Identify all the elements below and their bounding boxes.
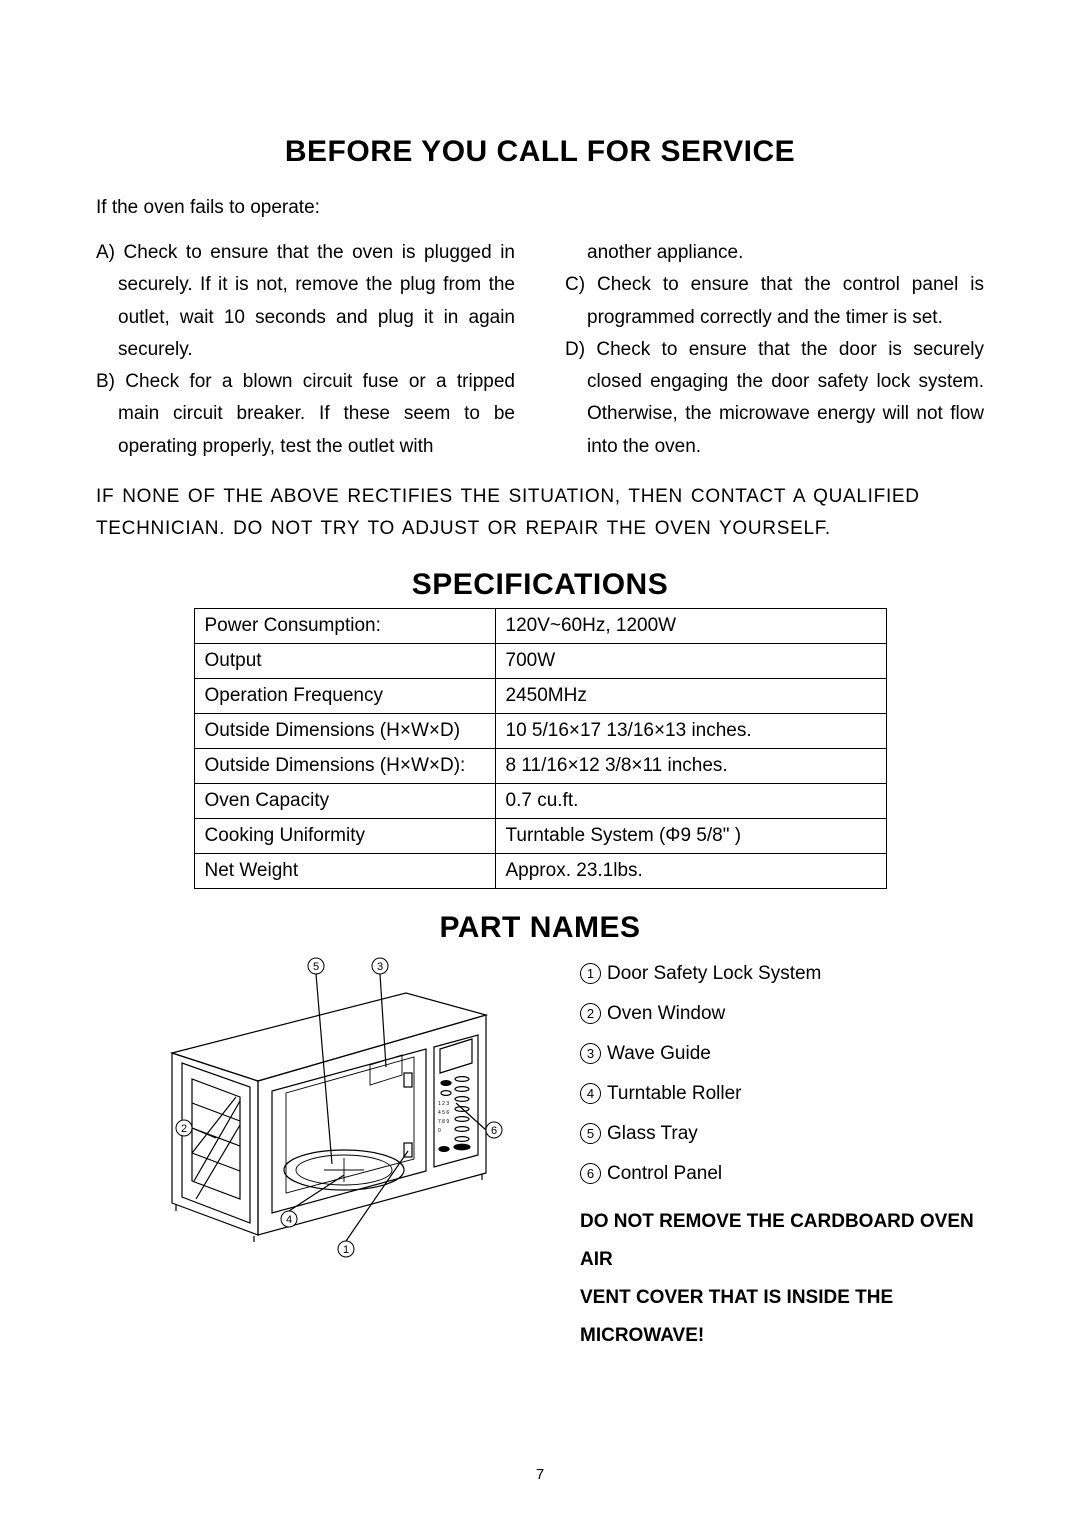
svg-text:4 5 6: 4 5 6 [438, 1110, 449, 1116]
part-label: Wave Guide [607, 1043, 711, 1064]
spec-table: Power Consumption:120V~60Hz, 1200W Outpu… [194, 608, 887, 889]
part-number-icon: 1 [580, 963, 601, 984]
item-a: A) Check to ensure that the oven is plug… [96, 237, 515, 366]
svg-text:1 2 3: 1 2 3 [438, 1101, 449, 1107]
list-item: 3 Wave Guide [580, 1043, 984, 1065]
list-item: 6 Control Panel [580, 1163, 984, 1185]
table-row: Cooking UniformityTurntable System (Φ9 5… [194, 818, 886, 853]
spec-value: 8 11/16×12 3/8×11 inches. [495, 748, 886, 783]
section1-warning: IF NONE OF THE ABOVE RECTIFIES THE SITUA… [96, 481, 984, 546]
svg-text:3: 3 [377, 961, 383, 973]
svg-text:6: 6 [491, 1125, 497, 1137]
list-item: 1 Door Safety Lock System [580, 963, 984, 985]
spec-value: 2450MHz [495, 678, 886, 713]
part-label: Oven Window [607, 1003, 725, 1024]
part-number-icon: 5 [580, 1123, 601, 1144]
table-row: Net WeightApprox. 23.1lbs. [194, 853, 886, 888]
table-row: Oven Capacity0.7 cu.ft. [194, 783, 886, 818]
part-number-icon: 6 [580, 1163, 601, 1184]
svg-text:2: 2 [181, 1123, 187, 1135]
table-row: Output700W [194, 643, 886, 678]
section1-intro: If the oven fails to operate: [96, 197, 984, 219]
section1-title: BEFORE YOU CALL FOR SERVICE [96, 135, 984, 169]
spec-value: 120V~60Hz, 1200W [495, 608, 886, 643]
svg-text:4: 4 [286, 1214, 292, 1226]
part-number-icon: 2 [580, 1003, 601, 1024]
list-item: 4 Turntable Roller [580, 1083, 984, 1105]
table-row: Power Consumption:120V~60Hz, 1200W [194, 608, 886, 643]
partnames-section: 1 2 3 4 5 6 7 8 9 0 5 3 6 2 4 1 [96, 953, 984, 1355]
item-b: B) Check for a blown circuit fuse or a t… [96, 366, 515, 463]
spec-label: Oven Capacity [194, 783, 495, 818]
microwave-diagram: 1 2 3 4 5 6 7 8 9 0 5 3 6 2 4 1 [136, 953, 566, 1263]
column-right: another appliance. C) Check to ensure th… [565, 237, 984, 463]
table-row: Outside Dimensions (H×W×D)10 5/16×17 13/… [194, 713, 886, 748]
vent-warning-line2: VENT COVER THAT IS INSIDE THE MICROWAVE! [580, 1279, 984, 1355]
parts-list: 1 Door Safety Lock System 2 Oven Window 3W… [580, 953, 984, 1355]
item-c: C) Check to ensure that the control pane… [565, 269, 984, 334]
section3-title: PART NAMES [96, 911, 984, 945]
spec-label: Outside Dimensions (H×W×D): [194, 748, 495, 783]
spec-label: Operation Frequency [194, 678, 495, 713]
spec-value: Turntable System (Φ9 5/8" ) [495, 818, 886, 853]
spec-value: 0.7 cu.ft. [495, 783, 886, 818]
item-d: D) Check to ensure that the door is secu… [565, 334, 984, 463]
spec-value: Approx. 23.1lbs. [495, 853, 886, 888]
part-number-icon: 4 [580, 1083, 601, 1104]
part-number-icon: 3 [580, 1043, 601, 1064]
vent-warning: DO NOT REMOVE THE CARDBOARD OVEN AIR VEN… [580, 1203, 984, 1355]
section2-title: SPECIFICATIONS [96, 568, 984, 602]
table-row: Outside Dimensions (H×W×D):8 11/16×12 3/… [194, 748, 886, 783]
spec-label: Output [194, 643, 495, 678]
list-item: 2 Oven Window [580, 1003, 984, 1025]
svg-text:7 8 9: 7 8 9 [438, 1119, 449, 1125]
item-b-cont: another appliance. [565, 237, 984, 269]
spec-label: Outside Dimensions (H×W×D) [194, 713, 495, 748]
svg-text:1: 1 [343, 1244, 349, 1256]
column-left: A) Check to ensure that the oven is plug… [96, 237, 515, 463]
part-label: Turntable Roller [607, 1083, 741, 1104]
part-label: Glass Tray [607, 1123, 698, 1144]
spec-value: 700W [495, 643, 886, 678]
table-row: Operation Frequency2450MHz [194, 678, 886, 713]
spec-label: Net Weight [194, 853, 495, 888]
svg-text:5: 5 [313, 961, 319, 973]
part-label: Control Panel [607, 1163, 722, 1184]
part-label: Door Safety Lock System [607, 963, 821, 984]
troubleshoot-columns: A) Check to ensure that the oven is plug… [96, 237, 984, 463]
spec-label: Cooking Uniformity [194, 818, 495, 853]
list-item: 5 Glass Tray [580, 1123, 984, 1145]
spec-value: 10 5/16×17 13/16×13 inches. [495, 713, 886, 748]
vent-warning-line1: DO NOT REMOVE THE CARDBOARD OVEN AIR [580, 1203, 984, 1279]
spec-label: Power Consumption: [194, 608, 495, 643]
svg-text:0: 0 [438, 1128, 441, 1134]
page-number: 7 [0, 1466, 1080, 1483]
